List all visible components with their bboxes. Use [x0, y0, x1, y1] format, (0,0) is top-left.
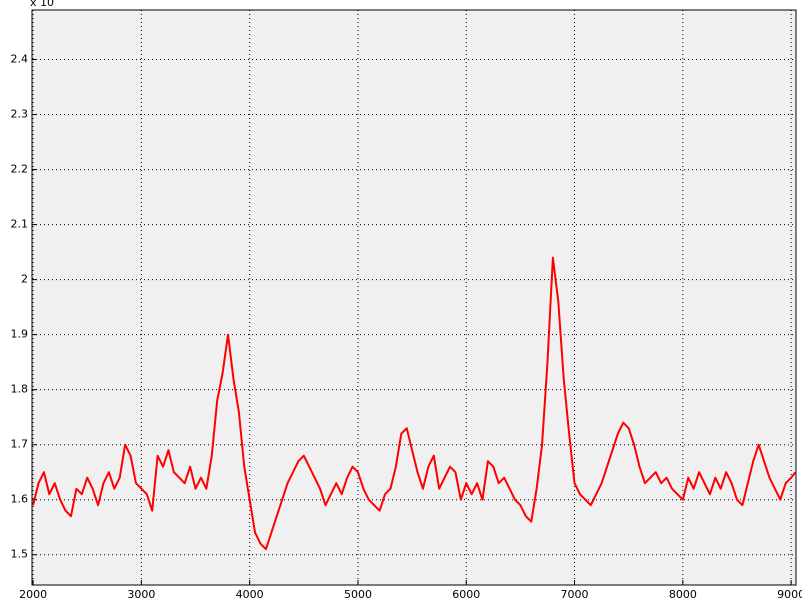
exponent-label: x 10	[30, 0, 54, 9]
y-tick-label: 2.4	[11, 53, 29, 66]
x-tick-label: 7000	[561, 588, 589, 601]
y-tick-label: 1.7	[11, 438, 29, 451]
x-tick-label: 8000	[669, 588, 697, 601]
x-tick-label: 4000	[236, 588, 264, 601]
x-tick-label: 3000	[127, 588, 155, 601]
y-tick-label: 1.5	[11, 548, 29, 561]
x-tick-label: 5000	[344, 588, 372, 601]
data-line	[32, 256, 797, 551]
y-tick-label: 2.3	[11, 108, 29, 121]
x-tick-label: 9000	[777, 588, 802, 601]
y-tick-label: 1.8	[11, 383, 29, 396]
x-tick-label: 2000	[19, 588, 47, 601]
x-tick-label: 6000	[452, 588, 480, 601]
y-tick-label: 1.6	[11, 493, 29, 506]
plot-area	[31, 9, 797, 586]
y-tick-label: 1.9	[11, 328, 29, 341]
y-tick-label: 2.1	[11, 218, 29, 231]
y-tick-label: 2.2	[11, 163, 29, 176]
y-tick-label: 2	[21, 273, 28, 286]
